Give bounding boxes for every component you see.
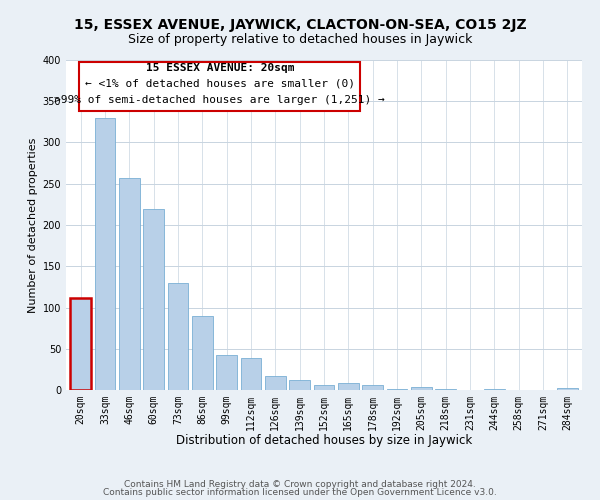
Bar [484, 389, 505, 390]
Bar [314, 385, 334, 390]
Bar [338, 384, 359, 390]
Text: 15 ESSEX AVENUE: 20sqm: 15 ESSEX AVENUE: 20sqm [146, 63, 294, 73]
Text: Contains public sector information licensed under the Open Government Licence v3: Contains public sector information licen… [103, 488, 497, 497]
Text: 15, ESSEX AVENUE, JAYWICK, CLACTON-ON-SEA, CO15 2JZ: 15, ESSEX AVENUE, JAYWICK, CLACTON-ON-SE… [74, 18, 526, 32]
Bar [119, 178, 140, 390]
Bar [192, 316, 212, 390]
Bar [436, 389, 456, 390]
Bar [241, 358, 262, 390]
FancyBboxPatch shape [79, 62, 360, 111]
Bar [216, 356, 237, 390]
Bar [265, 376, 286, 390]
X-axis label: Distribution of detached houses by size in Jaywick: Distribution of detached houses by size … [176, 434, 472, 448]
Text: ← <1% of detached houses are smaller (0): ← <1% of detached houses are smaller (0) [85, 79, 355, 89]
Bar [95, 118, 115, 390]
Bar [362, 385, 383, 390]
Text: Contains HM Land Registry data © Crown copyright and database right 2024.: Contains HM Land Registry data © Crown c… [124, 480, 476, 489]
Bar [386, 389, 407, 390]
Bar [557, 388, 578, 390]
Bar [143, 210, 164, 390]
Bar [167, 283, 188, 390]
Text: >99% of semi-detached houses are larger (1,251) →: >99% of semi-detached houses are larger … [55, 96, 385, 106]
Bar [411, 386, 432, 390]
Bar [289, 380, 310, 390]
Y-axis label: Number of detached properties: Number of detached properties [28, 138, 38, 312]
Bar [70, 298, 91, 390]
Text: Size of property relative to detached houses in Jaywick: Size of property relative to detached ho… [128, 32, 472, 46]
